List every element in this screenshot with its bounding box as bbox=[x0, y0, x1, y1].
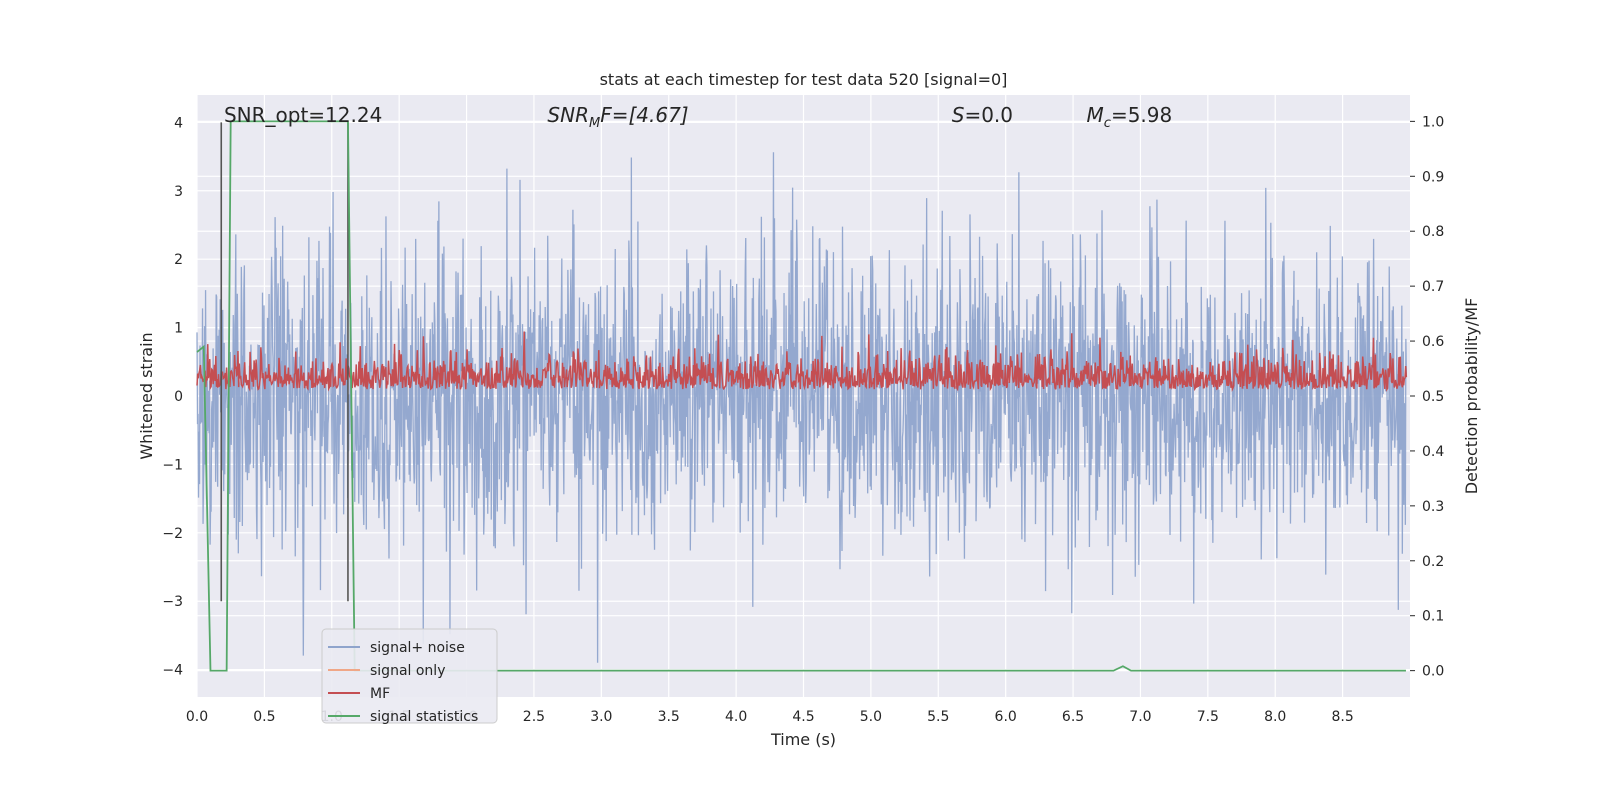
x-tick-label: 2.5 bbox=[523, 709, 545, 725]
x-tick-label: 7.5 bbox=[1197, 709, 1219, 725]
series-layer bbox=[196, 120, 1408, 672]
annotation-snr-mf-main: SNR bbox=[547, 103, 589, 127]
chart-title: stats at each timestep for test data 520… bbox=[600, 70, 1008, 89]
y-tick-label-left: −3 bbox=[162, 594, 183, 610]
y-tick-label-right: 0.7 bbox=[1422, 279, 1444, 295]
x-tick-label: 7.0 bbox=[1129, 709, 1151, 725]
legend: signal+ noise signal only MF signal statist… bbox=[321, 628, 498, 725]
annotation-s-main: S bbox=[952, 103, 965, 127]
annotation-s-tail: =0.0 bbox=[964, 103, 1013, 127]
y-tick-label-left: −4 bbox=[162, 663, 183, 679]
y-tick-label-right: 0.6 bbox=[1422, 334, 1444, 350]
annotation-mc-sub: c bbox=[1104, 116, 1111, 131]
annotation-snr-mf: SNRMF=[4.67] bbox=[547, 103, 688, 131]
x-tick-label: 0.5 bbox=[253, 709, 275, 725]
legend-label: signal only bbox=[370, 663, 445, 679]
y-tick-label-right: 0.8 bbox=[1422, 224, 1444, 240]
annotation-mc-tail: =5.98 bbox=[1111, 103, 1172, 127]
y-tick-label-right: 1.0 bbox=[1422, 114, 1444, 130]
series-signal-noise-line bbox=[196, 152, 1408, 663]
x-tick-label: 3.5 bbox=[658, 709, 680, 725]
legend-items: signal+ noise signal only MF signal statist… bbox=[328, 640, 478, 725]
y-tick-label-right: 0.4 bbox=[1422, 444, 1444, 460]
y-tick-label-left: 2 bbox=[174, 252, 183, 268]
y-tick-label-right: 0.9 bbox=[1422, 169, 1444, 185]
y-axis-label-right: Detection probability/MF bbox=[1462, 298, 1481, 495]
annotation-s: S=0.0 bbox=[952, 103, 1013, 127]
x-tick-label: 3.0 bbox=[590, 709, 612, 725]
y-tick-label-right: 0.5 bbox=[1422, 389, 1444, 405]
y-tick-label-right: 0.3 bbox=[1422, 499, 1444, 515]
legend-label: MF bbox=[370, 686, 390, 702]
x-tick-label: 4.0 bbox=[725, 709, 747, 725]
annotation-snr-mf-sub: M bbox=[589, 116, 600, 131]
x-tick-label: 4.5 bbox=[792, 709, 814, 725]
y-tick-label-left: 3 bbox=[174, 184, 183, 200]
y-tick-label-left: 4 bbox=[174, 115, 183, 131]
legend-label: signal statistics bbox=[370, 709, 478, 725]
y-tick-label-left: 1 bbox=[174, 321, 183, 337]
x-tick-label: 8.5 bbox=[1331, 709, 1353, 725]
y-tick-label-left: −2 bbox=[162, 526, 183, 542]
series-signal-statistics-line bbox=[196, 120, 1406, 672]
y-tick-label-left: 0 bbox=[174, 389, 183, 405]
annotation-snr-opt: SNR_opt=12.24 bbox=[224, 103, 382, 127]
x-tick-label: 0.0 bbox=[186, 709, 208, 725]
x-tick-label: 5.5 bbox=[927, 709, 949, 725]
x-tick-label: 6.0 bbox=[995, 709, 1017, 725]
series-mf-line bbox=[196, 331, 1408, 393]
y-tick-label-right: 0.1 bbox=[1422, 609, 1444, 625]
y-tick-label-right: 0.2 bbox=[1422, 554, 1444, 570]
y-axis-label-left: Whitened strain bbox=[137, 332, 156, 459]
x-tick-label: 8.0 bbox=[1264, 709, 1286, 725]
legend-box bbox=[321, 628, 498, 724]
y-tick-label-left: −1 bbox=[162, 457, 183, 473]
annotation-mc: Mc=5.98 bbox=[1087, 103, 1173, 131]
legend-label: signal+ noise bbox=[370, 640, 465, 656]
x-tick-label: 6.5 bbox=[1062, 709, 1084, 725]
x-axis-label: Time (s) bbox=[770, 730, 836, 749]
x-tick-label: 5.0 bbox=[860, 709, 882, 725]
y-tick-label-right: 0.0 bbox=[1422, 664, 1444, 680]
annotation-mc-main: M bbox=[1087, 103, 1104, 127]
annotation-snr-mf-tail: F=[4.67] bbox=[600, 103, 688, 127]
